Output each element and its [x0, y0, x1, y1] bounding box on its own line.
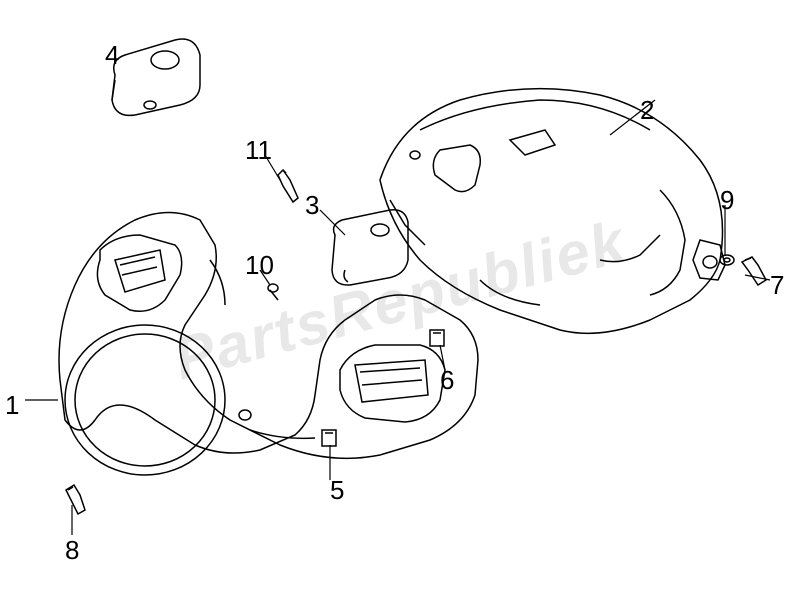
callout-6: 6	[440, 365, 454, 396]
callout-3: 3	[305, 190, 319, 221]
part-2	[380, 89, 725, 334]
part-9	[720, 255, 734, 265]
part-7	[742, 257, 766, 285]
callout-10: 10	[245, 250, 274, 281]
part-11	[278, 170, 298, 202]
callout-9: 9	[720, 185, 734, 216]
leader-line	[320, 210, 345, 235]
callout-4: 4	[105, 40, 119, 71]
diagram-container: PartsRepubliek	[0, 0, 800, 600]
leader-line	[745, 275, 770, 280]
part-10	[268, 284, 278, 300]
part-8	[66, 485, 85, 514]
part-4	[112, 39, 200, 115]
part-drawings	[59, 39, 766, 514]
callout-11: 11	[245, 135, 272, 166]
callout-1: 1	[5, 390, 19, 421]
callout-5: 5	[330, 475, 344, 506]
leader-lines	[25, 100, 770, 535]
callout-2: 2	[640, 95, 654, 126]
callout-7: 7	[770, 270, 784, 301]
part-3	[332, 210, 408, 285]
diagram-svg	[0, 0, 800, 600]
callout-8: 8	[65, 535, 79, 566]
